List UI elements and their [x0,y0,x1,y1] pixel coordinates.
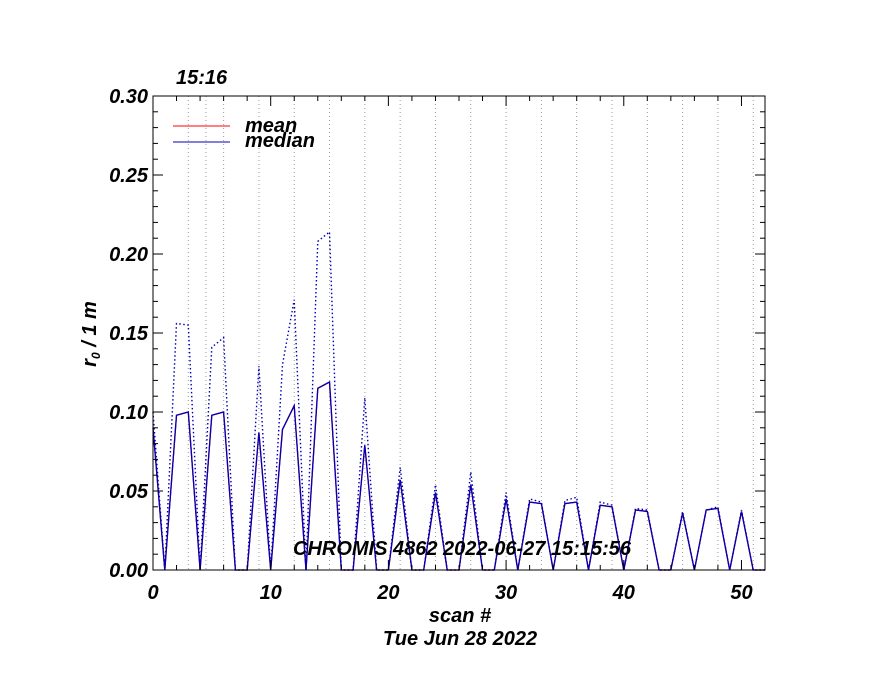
plot-frame [152,95,766,571]
corner-time-label: 15:16 [176,67,228,89]
series-line-upper-envelope [152,230,765,571]
y-tick-label: 0.10 [109,402,148,424]
x-tick-label: 10 [260,582,282,604]
y-axis-title: r0 / 1 m [79,301,103,367]
x-tick-label: 20 [376,582,399,604]
y-tick-label: 0.05 [109,481,149,503]
axis-ticks [152,95,766,571]
x-tick-label: 50 [730,582,752,604]
series-layer [152,230,765,571]
x-tick-labels: 0 10 20 30 40 50 [147,582,752,604]
date-label: Tue Jun 28 2022 [383,628,537,650]
y-tick-label: 0.20 [109,244,148,266]
y-tick-label: 0.00 [109,560,148,582]
x-axis-title: scan # [429,605,492,627]
scan-annotation: CHROMIS 4862 2022-06-27 15:15:56 [293,538,632,560]
y-tick-label: 0.25 [109,165,149,187]
y-tick-label: 0.15 [109,323,149,345]
x-tick-label: 0 [147,582,158,604]
x-tick-label: 30 [495,582,517,604]
x-tick-label: 40 [612,582,635,604]
legend: mean median [173,115,315,152]
legend-label-mean: mean [245,115,297,137]
vertical-gridlines [187,96,754,570]
y-tick-labels: 0.00 0.05 0.10 0.15 0.20 0.25 0.30 [109,86,149,582]
y-tick-label: 0.30 [109,86,148,108]
legend-label-median: median [245,130,315,152]
y-axis-title-rest: / 1 m [79,301,101,352]
y-axis-title-main: r [79,358,101,367]
y-axis-title-subscript: 0 [89,352,103,359]
